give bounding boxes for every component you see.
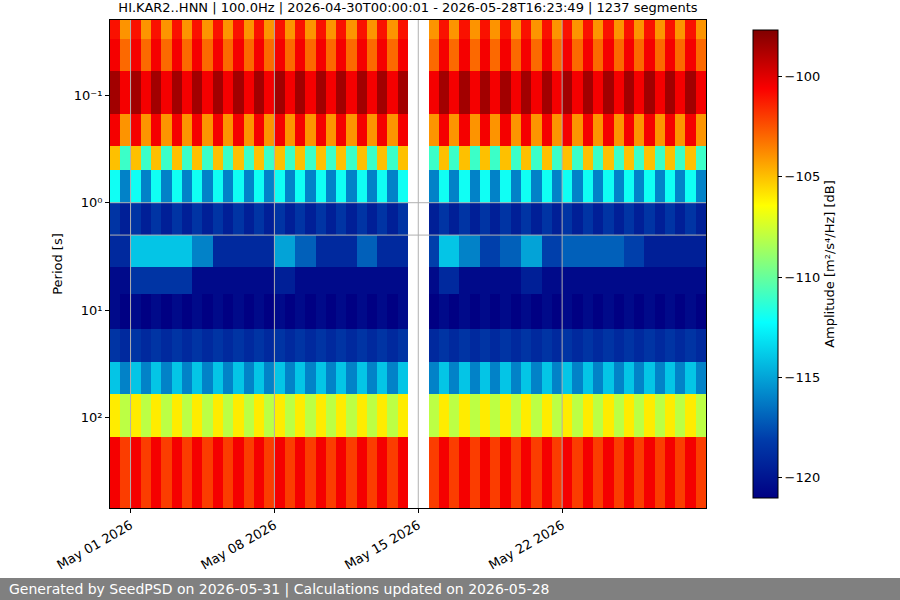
svg-text:−100: −100 [785, 69, 821, 84]
svg-text:May 15 2026: May 15 2026 [342, 517, 423, 572]
svg-text:May 22 2026: May 22 2026 [486, 517, 567, 572]
svg-text:10¹: 10¹ [81, 303, 103, 318]
svg-text:10²: 10² [81, 410, 103, 425]
svg-text:May 08 2026: May 08 2026 [198, 517, 279, 572]
html-text:Generated by SeedPSD on 2026-0: Generated by SeedPSD on 2026-05-31 | Cal… [9, 581, 550, 597]
svg-text:HI.KAR2..HNN | 100.0Hz | 2026-: HI.KAR2..HNN | 100.0Hz | 2026-04-30T00:0… [118, 0, 697, 14]
svg-text:Amplitude [m²/s⁴/Hz] [dB]: Amplitude [m²/s⁴/Hz] [dB] [822, 180, 837, 348]
svg-text:−115: −115 [785, 370, 821, 385]
svg-text:10⁰: 10⁰ [81, 195, 103, 210]
svg-text:−120: −120 [785, 470, 821, 485]
svg-text:−105: −105 [785, 169, 821, 184]
svg-text:May 01 2026: May 01 2026 [54, 517, 135, 572]
svg-text:Period [s]: Period [s] [50, 233, 65, 295]
svg-text:10⁻¹: 10⁻¹ [74, 88, 103, 103]
svg-text:−110: −110 [785, 270, 821, 285]
